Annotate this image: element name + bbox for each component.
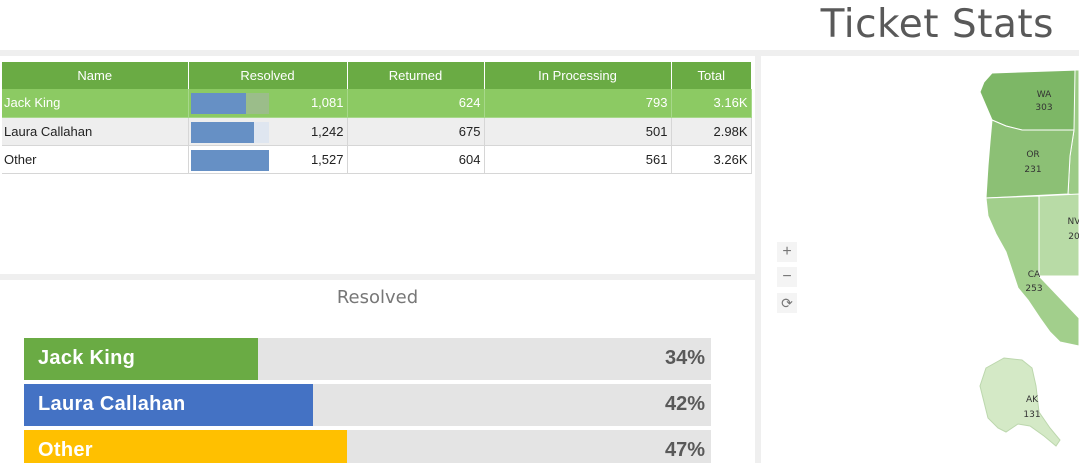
zoom-out-button[interactable]: − — [777, 267, 797, 287]
resolved-bar-track — [190, 93, 269, 114]
state-label-wa: WA — [1037, 90, 1052, 100]
cell-in-processing: 501 — [484, 117, 672, 146]
bar[interactable] — [24, 430, 347, 463]
cell-name: Jack King — [2, 89, 189, 118]
state-or[interactable] — [985, 119, 1075, 199]
state-ak[interactable] — [979, 357, 1061, 447]
chart-title: Resolved — [336, 287, 419, 308]
table-row[interactable]: Other 1,527 604 561 3.26K — [2, 145, 752, 174]
resolved-bar — [190, 149, 269, 171]
cell-in-processing: 561 — [484, 145, 672, 174]
state-value-nv: 20 — [1068, 232, 1079, 242]
panel-divider-top — [0, 50, 1079, 56]
cell-name: Laura Callahan — [2, 117, 189, 146]
bar-label: Other — [38, 439, 93, 461]
zoom-in-button[interactable]: + — [777, 242, 797, 262]
cell-resolved: 1,527 — [188, 145, 348, 174]
cell-returned: 624 — [347, 89, 485, 118]
column-header-resolved[interactable]: Resolved — [188, 62, 348, 89]
state-value-ca: 253 — [1025, 284, 1042, 294]
bar-value-label: 42% — [664, 393, 705, 415]
cell-name: Other — [2, 145, 189, 174]
cell-resolved: 1,242 — [188, 117, 348, 146]
state-value-or: 231 — [1024, 165, 1041, 175]
bar-track: Laura Callahan 42% — [24, 384, 711, 426]
bar[interactable] — [24, 338, 258, 380]
state-value-ak: 131 — [1023, 410, 1040, 420]
grid-header-row: Name Resolved Returned In Processing Tot… — [2, 62, 751, 89]
cell-total: 3.26K — [671, 145, 752, 174]
resolved-value: 1,081 — [310, 95, 344, 111]
column-header-name[interactable]: Name — [2, 62, 189, 89]
resolved-bar — [190, 93, 246, 114]
bar-track: Other 47% — [24, 430, 711, 463]
column-header-total[interactable]: Total — [671, 62, 751, 89]
bar-label: Jack King — [38, 347, 136, 369]
resolved-bar-track — [190, 149, 269, 171]
state-ca[interactable] — [985, 195, 1079, 347]
bar-track: Jack King 34% — [24, 338, 711, 380]
cell-returned: 604 — [347, 145, 485, 174]
page-title: Ticket Stats — [820, 2, 1054, 47]
cell-returned: 675 — [347, 117, 485, 146]
cell-total: 3.16K — [671, 89, 752, 118]
state-value-wa: 303 — [1035, 103, 1052, 113]
resolved-bar — [190, 121, 254, 143]
panel-divider-middle — [0, 274, 755, 280]
table-row[interactable]: Jack King 1,081 624 793 3.16K — [2, 89, 752, 118]
state-label-nv: NV — [1068, 217, 1079, 227]
resolved-bar-track — [190, 121, 269, 143]
cell-total: 2.98K — [671, 117, 752, 146]
panel-divider-vertical — [755, 50, 761, 463]
bar-label: Laura Callahan — [38, 393, 186, 415]
state-label-ca: CA — [1028, 270, 1041, 280]
bar-value-label: 34% — [664, 347, 705, 369]
ticket-grid: Name Resolved Returned In Processing Tot… — [2, 62, 752, 174]
resolved-value: 1,242 — [310, 123, 344, 139]
resolved-value: 1,527 — [310, 151, 344, 167]
column-header-in-processing[interactable]: In Processing — [484, 62, 672, 89]
state-label-ak: AK — [1026, 395, 1039, 405]
state-label-or: OR — [1026, 150, 1039, 160]
table-row[interactable]: Laura Callahan 1,242 675 501 2.98K — [2, 117, 752, 146]
bar-value-label: 47% — [664, 439, 705, 461]
cell-in-processing: 793 — [484, 89, 672, 118]
cell-resolved: 1,081 — [188, 89, 348, 118]
column-header-returned[interactable]: Returned — [347, 62, 485, 89]
bar[interactable] — [24, 384, 313, 426]
reset-view-icon[interactable]: ⟳ — [777, 293, 797, 313]
us-choropleth-map[interactable]: WA 303 OR 231 NV 20 CA 253 AK 131 — [760, 56, 1079, 463]
